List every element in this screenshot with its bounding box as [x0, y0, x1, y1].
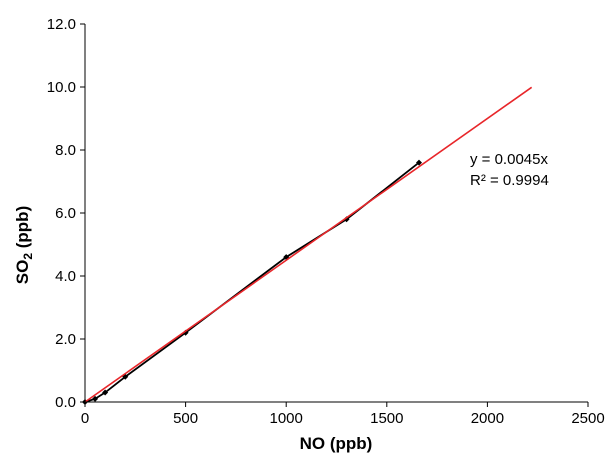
- plot-area: [82, 86, 533, 405]
- x-tick-label: 1500: [370, 410, 403, 427]
- y-tick-label: 10.0: [47, 79, 76, 96]
- y-axis-title-subscript: 2: [21, 253, 35, 260]
- x-tick-label: 2000: [471, 410, 504, 427]
- x-tick-label: 2500: [571, 410, 604, 427]
- tick-labels: 0.0 2.0 4.0 6.0 8.0 10.0 12.0 0 500 1000 1500 2000 2…: [47, 16, 605, 427]
- data-point: [182, 329, 189, 336]
- axes: [80, 23, 589, 407]
- y-tick-label: 0.0: [55, 394, 76, 411]
- y-axis-title: SO2 (ppb): [13, 206, 35, 284]
- y-tick-label: 12.0: [47, 16, 76, 33]
- x-axis-title: NO (ppb): [300, 434, 373, 453]
- trendline-r-squared: R² = 0.9994: [470, 172, 549, 189]
- trendline: [84, 86, 533, 403]
- x-tick-label: 0: [81, 410, 89, 427]
- y-tick-label: 4.0: [55, 268, 76, 285]
- y-tick-label: 8.0: [55, 142, 76, 159]
- data-point: [415, 159, 422, 166]
- data-point: [343, 216, 350, 223]
- y-tick-label: 2.0: [55, 331, 76, 348]
- data-point: [102, 389, 109, 396]
- data-point: [92, 395, 99, 402]
- y-tick-label: 6.0: [55, 205, 76, 222]
- x-tick-label: 1000: [270, 410, 303, 427]
- trendline-equation: y = 0.0045x: [470, 151, 548, 168]
- y-axis-title-unit: (ppb): [13, 206, 32, 253]
- x-tick-label: 500: [173, 410, 198, 427]
- y-axis-title-main: SO: [13, 260, 32, 285]
